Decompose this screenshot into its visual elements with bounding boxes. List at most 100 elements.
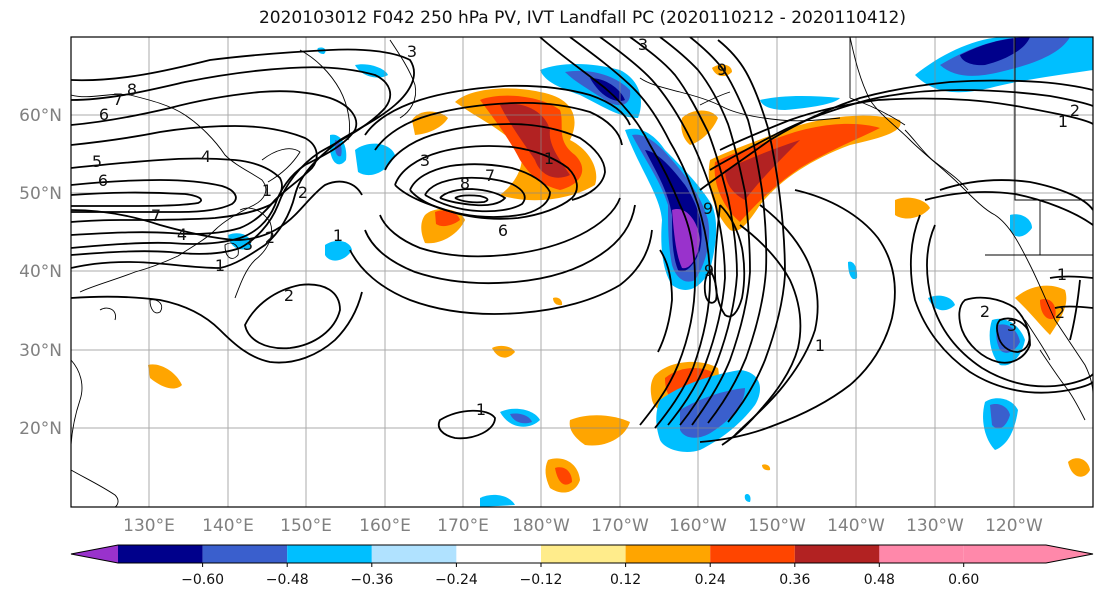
negative-anomaly-patch [680, 388, 745, 438]
graticule [71, 37, 1093, 507]
negative-anomaly-patch [848, 261, 858, 280]
country-borders [849, 37, 1093, 256]
latitude-labels: 60°N 50°N 40°N 30°N 20°N [19, 106, 62, 439]
negative-anomaly-patch [990, 404, 1010, 429]
contour-label: 3 [243, 235, 253, 254]
lon-label: 130°W [906, 516, 964, 536]
lon-label: 140°E [202, 516, 254, 536]
colorbar-bin [371, 545, 457, 563]
colorbar-bin [287, 545, 372, 563]
contour-label: 6 [98, 171, 108, 190]
lat-label: 40°N [19, 262, 62, 282]
positive-anomaly-patch [712, 64, 732, 77]
contour-label: 4 [201, 147, 211, 166]
contour-label: 1 [1058, 112, 1068, 131]
negative-anomaly-patch [355, 64, 388, 78]
contour-label: 8 [460, 174, 470, 193]
positive-anomaly-patch [148, 364, 182, 389]
colorbar-tick-marks [202, 563, 965, 567]
contour-label: 1 [476, 400, 486, 419]
contour-label: 7 [113, 90, 123, 109]
colorbar-bin [118, 545, 203, 563]
colorbar: −0.60 −0.48 −0.36 −0.24 −0.12 0.12 0.24 … [70, 544, 1094, 588]
negative-anomaly-patch [1010, 214, 1032, 237]
lon-label: 150°E [280, 516, 332, 536]
positive-anomaly-patch [895, 197, 930, 219]
negative-anomaly-patch [510, 413, 532, 424]
contour-label: 1 [333, 226, 343, 245]
negative-anomaly-patch [760, 95, 840, 110]
contour-label: 1 [815, 336, 825, 355]
contour-label: 3 [638, 35, 648, 54]
negative-anomaly-patch [744, 493, 751, 502]
lon-label: 150°W [748, 516, 806, 536]
lat-label: 50°N [19, 184, 62, 204]
contour-label: 9 [704, 261, 714, 280]
positive-anomaly-patch [681, 110, 718, 145]
lat-label: 30°N [19, 341, 62, 361]
colorbar-extend-high [963, 545, 1093, 563]
contour-label: 2 [1055, 303, 1065, 322]
contour-label: 1 [215, 256, 225, 275]
positive-anomaly-patch [1040, 299, 1056, 320]
contour-label: 2 [980, 302, 990, 321]
negative-anomaly-patch [355, 143, 395, 176]
negative-anomaly-patch [960, 37, 1030, 66]
lon-label: 180°W [512, 516, 570, 536]
colorbar-tick-label: −0.12 [520, 572, 563, 588]
lon-label: 160°W [669, 516, 727, 536]
contour-label: 1 [1057, 265, 1067, 284]
contour-label: 1 [262, 181, 272, 200]
lon-label: 120°W [985, 516, 1043, 536]
coastlines [71, 37, 1093, 507]
contour-label: 7 [151, 206, 161, 225]
colorbar-tick-label: 0.36 [779, 572, 810, 588]
lon-label: 170°W [591, 516, 649, 536]
contour-label: 9 [703, 199, 713, 218]
colorbar-tick-label: 0.60 [948, 572, 979, 588]
colorbar-outline [70, 544, 1094, 564]
positive-anomaly-patch [1068, 458, 1090, 477]
colorbar-bin [710, 545, 795, 563]
contour-label: 8 [127, 80, 137, 99]
pv-contours [71, 37, 1093, 446]
map-title: 2020103012 F042 250 hPa PV, IVT Landfall… [258, 8, 906, 28]
colorbar-tick-label: 0.48 [864, 572, 895, 588]
colorbar-bin [456, 545, 541, 563]
lon-label: 130°E [123, 516, 175, 536]
colorbar-bin [202, 545, 288, 563]
colorbar-tick-label: 0.12 [610, 572, 641, 588]
lon-label: 160°E [359, 516, 411, 536]
map-frame [70, 36, 1094, 508]
colorbar-tick-label: −0.24 [435, 572, 478, 588]
colorbar-tick-label: −0.60 [181, 572, 224, 588]
colorbar-tick-label: −0.48 [266, 572, 309, 588]
negative-anomaly-patch [325, 240, 352, 261]
lon-label: 170°E [437, 516, 489, 536]
contour-label: 3 [420, 151, 430, 170]
positive-anomaly-patch [1015, 285, 1067, 335]
contour-label: 6 [498, 221, 508, 240]
contour-label: 2 [1070, 101, 1080, 120]
contour-label: 2 [298, 183, 308, 202]
contour-labels: 3 3 9 8 7 6 5 6 7 4 4 1 2 2 3 1 2 1 3 8 … [92, 35, 1080, 419]
lon-label: 140°W [827, 516, 885, 536]
lat-label: 20°N [19, 419, 62, 439]
positive-anomaly-patch [553, 297, 563, 306]
contour-label: 6 [99, 105, 109, 124]
contour-label: 2 [265, 228, 275, 247]
positive-anomaly-patch [762, 464, 771, 471]
contour-label: 3 [407, 42, 417, 61]
colorbar-extend-low [71, 545, 118, 563]
contour-label: 9 [717, 60, 727, 79]
colorbar-tick-label: 0.24 [695, 572, 726, 588]
colorbar-bin [794, 545, 880, 563]
colorbar-bin [879, 545, 964, 563]
contour-label: 5 [92, 152, 102, 171]
negative-anomaly-patch [480, 494, 515, 507]
positive-anomaly-patch [555, 467, 572, 485]
positive-anomaly-patch [435, 210, 460, 227]
longitude-labels: 130°E 140°E 150°E 160°E 170°E 180°W 170°… [123, 516, 1043, 536]
positive-anomaly-patch [569, 415, 630, 446]
